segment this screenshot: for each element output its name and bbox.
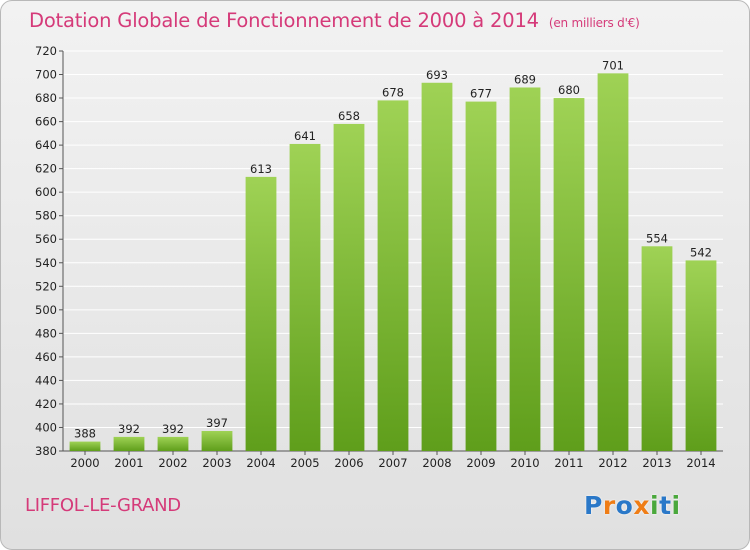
y-tick-label: 420 xyxy=(35,397,57,411)
value-label: 397 xyxy=(206,416,228,430)
x-tick-label: 2004 xyxy=(246,456,275,470)
value-label: 392 xyxy=(162,422,184,436)
bar-2010 xyxy=(509,87,541,452)
bar-2014 xyxy=(685,260,717,451)
y-tick-label: 380 xyxy=(35,444,57,458)
value-label: 388 xyxy=(74,427,96,441)
x-tick-label: 2009 xyxy=(466,456,495,470)
y-tick-label: 480 xyxy=(35,326,57,340)
bar-2009 xyxy=(465,101,497,452)
bar-2007 xyxy=(377,100,409,451)
bar-2002 xyxy=(157,436,189,451)
labels: 388 392 392 397 613 641 658 678 693 677 689 680 701 5… xyxy=(74,58,712,440)
proxiti-logo: Proxiti xyxy=(584,491,681,520)
bar-2005 xyxy=(289,143,321,452)
chart-subtitle: (en milliers d'€) xyxy=(548,16,640,30)
y-tick-label: 560 xyxy=(35,232,57,246)
brand-letter: o xyxy=(615,491,634,520)
bar-2001 xyxy=(113,436,145,451)
x-tick-label: 2013 xyxy=(642,456,671,470)
commune-name: LIFFOL-LE-GRAND xyxy=(25,495,181,516)
y-tick-label: 720 xyxy=(35,44,57,58)
y-tick-label: 440 xyxy=(35,373,57,387)
bar-2011 xyxy=(553,98,585,451)
y-tick-label: 700 xyxy=(35,68,57,82)
x-tick-label: 2005 xyxy=(290,456,319,470)
x-tick-label: 2000 xyxy=(70,456,99,470)
x-tick-label: 2007 xyxy=(378,456,407,470)
y-tick-label: 660 xyxy=(35,115,57,129)
y-tick-label: 460 xyxy=(35,350,57,364)
y-tick-label: 680 xyxy=(35,91,57,105)
bar-2003 xyxy=(201,431,233,451)
x-tick-label: 2001 xyxy=(114,456,143,470)
bar-2004 xyxy=(245,176,277,451)
brand-letter: i xyxy=(650,491,660,520)
bars xyxy=(69,73,717,452)
value-label: 689 xyxy=(514,72,536,86)
brand-letter: t xyxy=(659,491,672,520)
x-tick-label: 2014 xyxy=(686,456,715,470)
value-label: 392 xyxy=(118,422,140,436)
value-label: 658 xyxy=(338,109,360,123)
y-tick-label: 520 xyxy=(35,279,57,293)
chart-title-text: Dotation Globale de Fonctionnement de 20… xyxy=(29,9,539,32)
x-tick-label: 2008 xyxy=(422,456,451,470)
bar-2008 xyxy=(421,82,453,451)
brand-letter: P xyxy=(584,491,603,520)
x-tick-label: 2011 xyxy=(554,456,583,470)
bar-2000 xyxy=(69,441,101,451)
brand-letter: r xyxy=(602,491,616,520)
y-tick-label: 620 xyxy=(35,162,57,176)
x-tick-label: 2010 xyxy=(510,456,539,470)
value-label: 680 xyxy=(558,83,580,97)
brand-letter: x xyxy=(633,491,650,520)
value-label: 701 xyxy=(602,58,624,72)
brand-letter: i xyxy=(671,491,681,520)
value-label: 693 xyxy=(426,68,448,82)
value-label: 542 xyxy=(690,245,712,259)
value-label: 613 xyxy=(250,162,272,176)
y-tick-label: 500 xyxy=(35,303,57,317)
bar-2006 xyxy=(333,123,365,452)
x-tick-label: 2003 xyxy=(202,456,231,470)
y-tick-label: 600 xyxy=(35,185,57,199)
chart-title: Dotation Globale de Fonctionnement de 20… xyxy=(29,9,640,32)
value-label: 554 xyxy=(646,231,668,245)
value-label: 677 xyxy=(470,87,492,101)
x-tick-label: 2002 xyxy=(158,456,187,470)
value-label: 678 xyxy=(382,85,404,99)
x-tick-label: 2006 xyxy=(334,456,363,470)
value-label: 641 xyxy=(294,129,316,143)
axes: 380 400 420 440 460 480 500 520 540 560 580 600 620 6… xyxy=(35,44,723,470)
y-tick-label: 400 xyxy=(35,420,57,434)
x-tick-label: 2012 xyxy=(598,456,627,470)
bar-2012 xyxy=(597,73,629,452)
y-tick-label: 580 xyxy=(35,209,57,223)
y-tick-label: 540 xyxy=(35,256,57,270)
bar-2013 xyxy=(641,246,673,451)
y-tick-label: 640 xyxy=(35,138,57,152)
